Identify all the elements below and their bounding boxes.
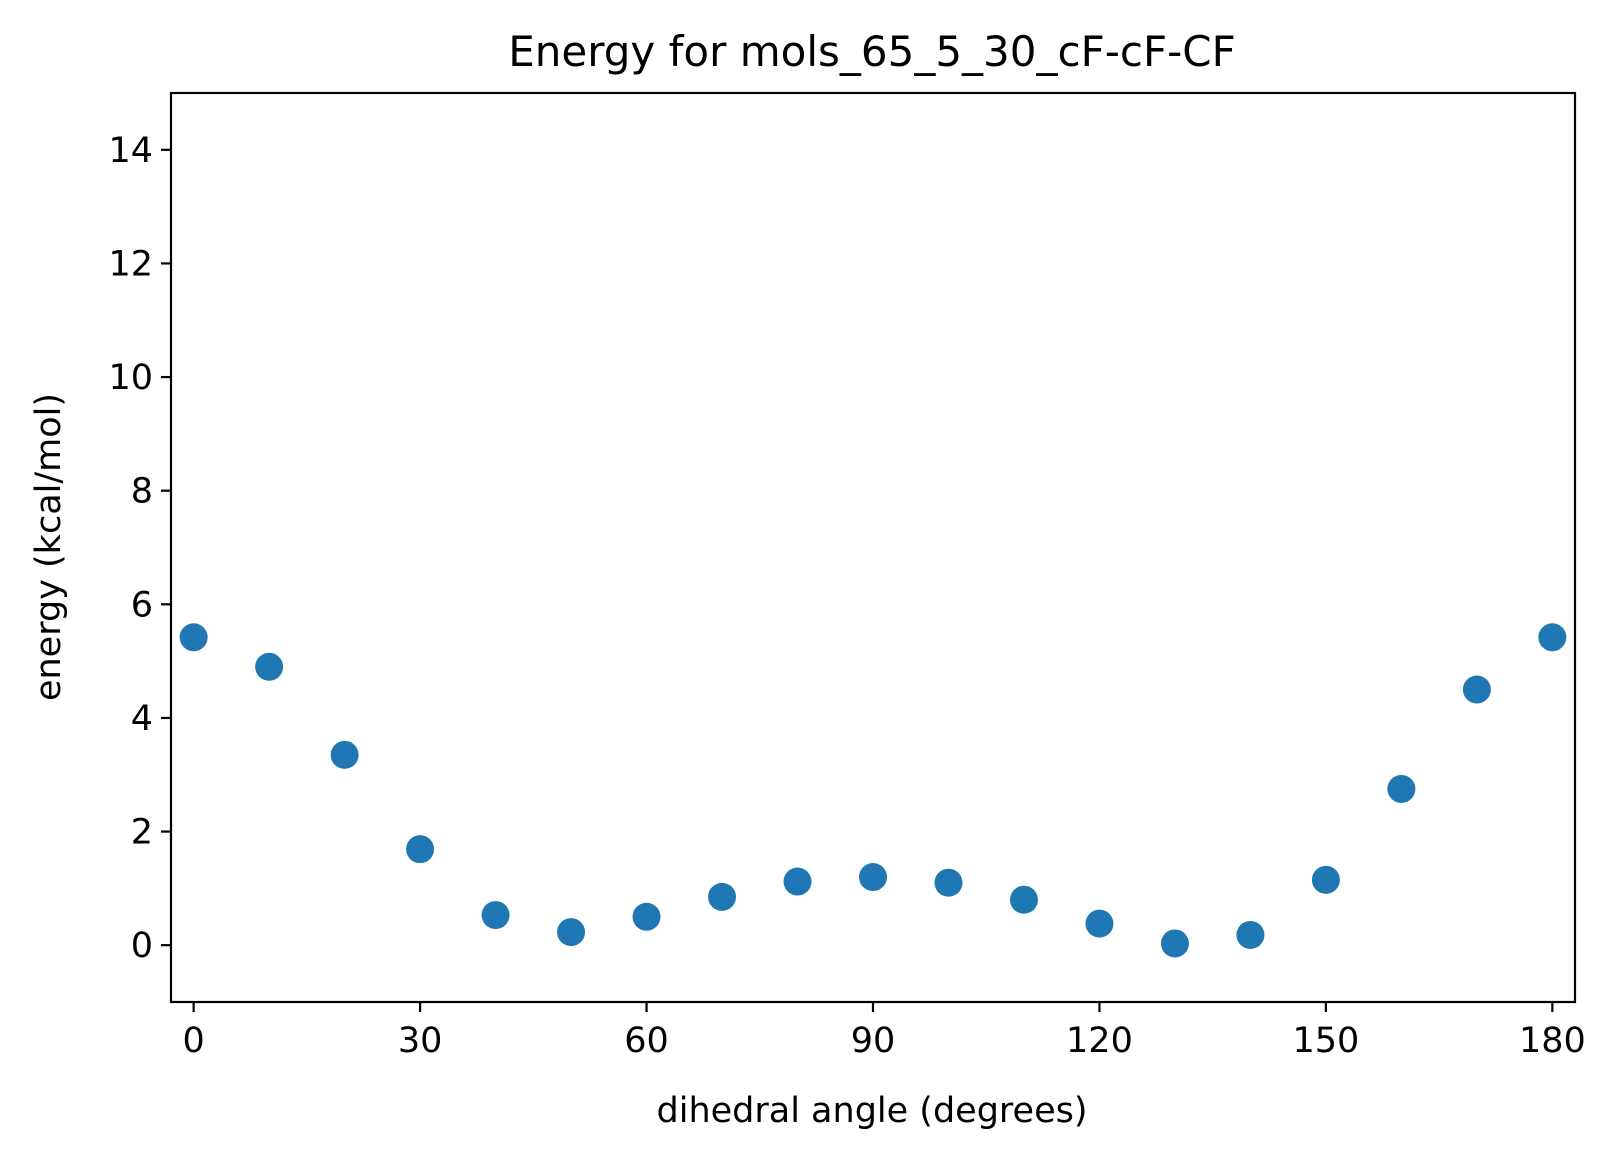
data-point	[708, 882, 737, 911]
y-tick-label: 2	[131, 813, 153, 853]
data-point	[1009, 885, 1038, 914]
data-point	[1462, 675, 1491, 704]
x-tick-label: 0	[183, 1021, 205, 1061]
data-point	[1538, 623, 1567, 652]
data-point	[1085, 909, 1114, 938]
x-axis-label: dihedral angle (degrees)	[657, 1091, 1088, 1131]
data-point	[934, 868, 963, 897]
x-axis: 0 30 60 90 120 150 180	[183, 1002, 1586, 1061]
data-point	[255, 652, 284, 681]
y-tick-label: 6	[131, 585, 153, 625]
data-point	[557, 918, 586, 947]
data-point	[1236, 920, 1265, 949]
x-tick-label: 150	[1292, 1021, 1359, 1061]
data-point	[406, 835, 435, 864]
y-tick-label: 4	[131, 699, 153, 739]
data-points	[179, 623, 1567, 958]
y-tick-label: 0	[131, 926, 153, 966]
y-tick-label: 14	[108, 131, 153, 171]
y-tick-label: 10	[108, 358, 153, 398]
y-axis-label: energy (kcal/mol)	[29, 393, 69, 701]
x-tick-label: 120	[1066, 1021, 1133, 1061]
chart-title: Energy for mols_65_5_30_cF-cF-CF	[508, 27, 1236, 76]
y-axis: 0 2 4 6 8 10 12 14	[108, 131, 171, 966]
x-tick-label: 180	[1519, 1021, 1586, 1061]
data-point	[632, 902, 661, 931]
data-point	[481, 901, 510, 930]
data-point	[783, 867, 812, 896]
data-point	[330, 740, 359, 769]
data-point	[179, 623, 208, 652]
data-point	[859, 863, 887, 892]
y-tick-label: 12	[108, 244, 153, 284]
x-tick-label: 60	[624, 1021, 669, 1061]
y-tick-label: 8	[131, 472, 153, 512]
data-point	[1387, 774, 1416, 803]
x-tick-label: 30	[398, 1021, 443, 1061]
data-point	[1160, 929, 1189, 958]
data-point	[1311, 865, 1340, 894]
x-tick-label: 90	[851, 1021, 896, 1061]
